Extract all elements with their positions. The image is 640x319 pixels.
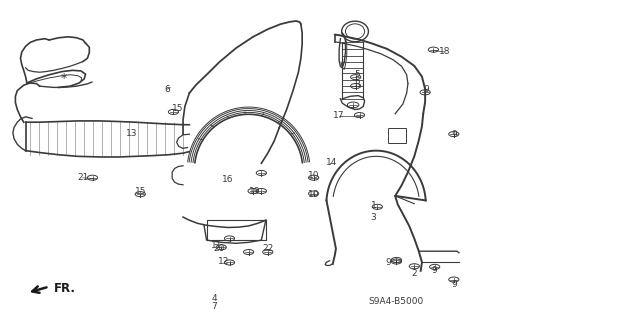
Text: 4: 4	[211, 293, 217, 302]
Text: 7: 7	[211, 302, 217, 311]
Text: 5: 5	[354, 70, 360, 79]
Text: 15: 15	[172, 104, 183, 113]
Text: 21: 21	[77, 173, 89, 182]
Text: 9: 9	[451, 130, 457, 139]
Text: 10: 10	[308, 190, 319, 199]
Text: 6: 6	[164, 85, 170, 94]
Text: 19: 19	[249, 187, 260, 196]
Text: 13: 13	[125, 129, 137, 138]
Text: 17: 17	[333, 111, 345, 120]
Text: 9: 9	[432, 266, 438, 275]
Text: 1: 1	[371, 201, 376, 210]
Bar	[388, 128, 406, 143]
Text: 14: 14	[326, 158, 337, 167]
Text: 18: 18	[438, 48, 450, 56]
Text: 10: 10	[308, 171, 319, 181]
Text: 20: 20	[214, 244, 225, 253]
Text: S9A4-B5000: S9A4-B5000	[369, 297, 424, 306]
Text: 2: 2	[412, 269, 417, 278]
Text: *: *	[61, 72, 67, 85]
Text: 15: 15	[134, 187, 146, 196]
Text: 12: 12	[218, 257, 229, 266]
Text: 16: 16	[222, 174, 234, 184]
Text: 9: 9	[451, 280, 457, 289]
Text: FR.: FR.	[54, 282, 76, 295]
Text: 22: 22	[262, 244, 273, 253]
Text: 8: 8	[354, 80, 360, 89]
Text: 9: 9	[385, 258, 391, 267]
Text: 3: 3	[370, 212, 376, 222]
Text: 9: 9	[424, 85, 429, 94]
Text: 11: 11	[211, 241, 223, 250]
